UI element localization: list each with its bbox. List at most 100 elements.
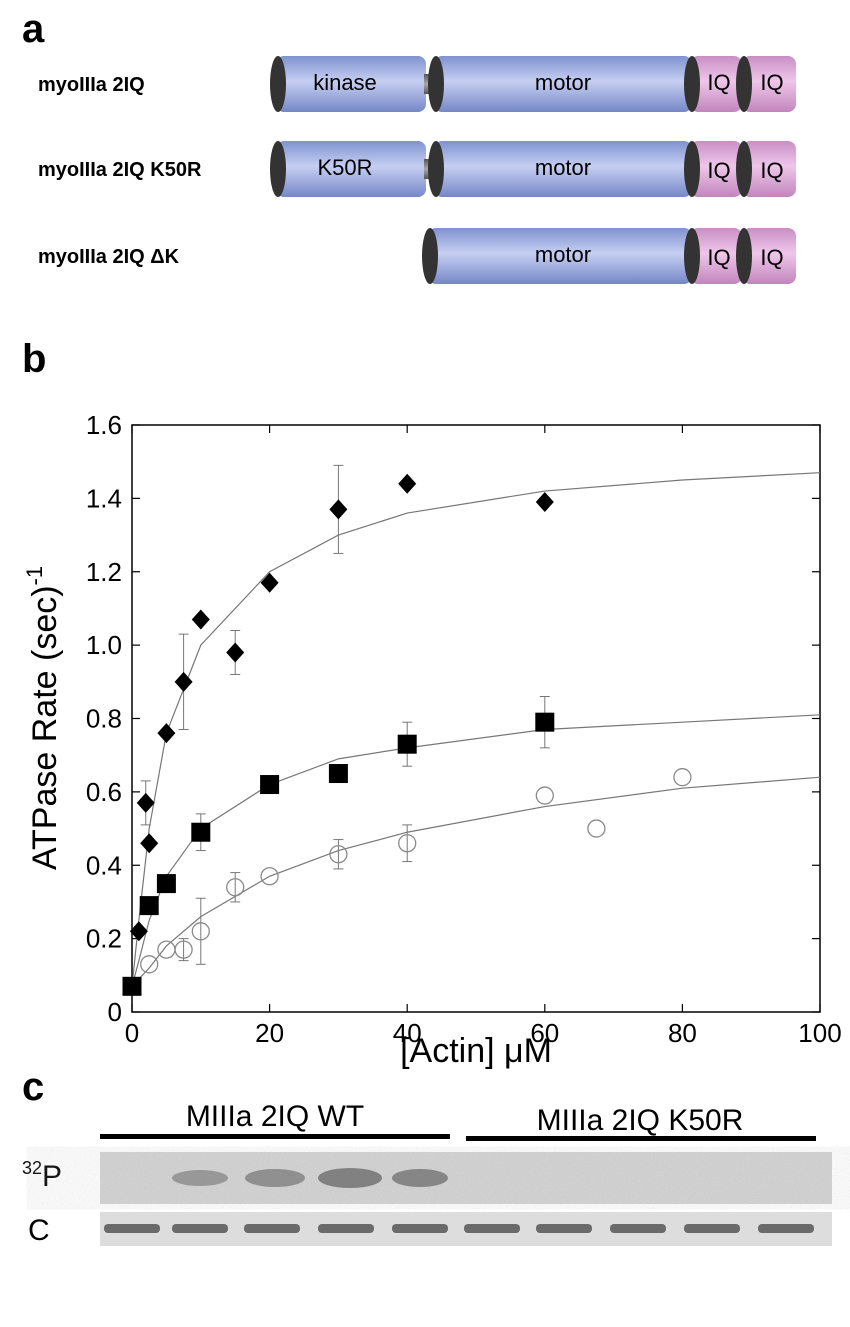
diamond-marker (535, 492, 554, 513)
y-tick-label: 1.6 (86, 410, 122, 440)
domain-end (270, 56, 286, 112)
domain-label: K50R (317, 155, 372, 180)
domain-end (428, 141, 444, 197)
row-label: myoIIIa 2IQ K50R (38, 159, 202, 181)
panel-label: a (22, 7, 45, 51)
square-marker (156, 874, 176, 894)
domain-label: motor (535, 155, 591, 180)
diamond-marker (136, 792, 155, 813)
y-axis-label-superscript: -1 (22, 566, 47, 586)
domain-end (422, 228, 438, 284)
domain (428, 228, 692, 284)
domain-label: IQ (760, 70, 783, 95)
panel-label: b (22, 337, 46, 381)
gel-bands (172, 1168, 448, 1188)
diamond-marker (260, 572, 279, 593)
domain-label: kinase (313, 70, 377, 95)
diamond-marker (191, 609, 210, 630)
group-bar (466, 1136, 816, 1141)
domain-end (428, 56, 444, 112)
domain (742, 56, 796, 112)
diamond-marker (174, 671, 193, 692)
error-bar (230, 872, 241, 903)
construct-row: myoIIIa 2IQ K50R K50R motor IQ IQ (38, 141, 796, 197)
y-tick-label: 1.2 (86, 557, 122, 587)
circle-marker (329, 845, 348, 864)
domain (276, 141, 426, 197)
square-marker (260, 775, 280, 795)
domain (742, 141, 796, 197)
group-label: MIIIa 2IQ K50R (537, 1104, 744, 1137)
diamond-marker (157, 723, 176, 744)
row-label-superscript: 32 (22, 1158, 42, 1178)
chart: 0 0.2 0.4 0.6 0.8 1.0 1.2 1.4 1.6 0 20 40 60 80 100 (86, 410, 842, 1048)
domain-label: motor (535, 242, 591, 267)
domain-end (684, 228, 700, 284)
error-bar (195, 897, 206, 965)
row-label: 32P (22, 1158, 62, 1193)
domain-label: IQ (707, 70, 730, 95)
domain-end (736, 56, 752, 112)
domain-label: IQ (707, 245, 730, 270)
square-marker (328, 764, 348, 784)
circle-marker (673, 768, 692, 787)
row-label: myoIIIa 2IQ ΔK (38, 246, 180, 268)
gel-noise (100, 1152, 832, 1204)
error-bar (402, 824, 413, 863)
x-tick-label: 40 (393, 1018, 422, 1048)
error-bar (178, 938, 189, 962)
panel-label: c (22, 1065, 44, 1109)
fit-curve (131, 776, 821, 987)
circle-marker (587, 819, 606, 838)
circle-marker (398, 834, 417, 853)
y-axis-label-text: ATPase Rate (sec) (26, 585, 64, 870)
x-tick-label: 20 (255, 1018, 284, 1048)
circle-marker (157, 940, 176, 959)
circle-marker (140, 955, 159, 974)
domain-label: IQ (707, 158, 730, 183)
diamond-marker (129, 921, 148, 942)
domain-label: motor (535, 70, 591, 95)
y-tick-label: 0.2 (86, 924, 122, 954)
diamond-marker (398, 473, 417, 494)
domain-end (684, 141, 700, 197)
circle-marker (191, 922, 210, 941)
domain-end (270, 141, 286, 197)
domain (690, 141, 742, 197)
y-tick-label: 0 (108, 997, 122, 1027)
domain (690, 56, 742, 112)
y-axis-label: ATPase Rate (sec)-1 (22, 566, 64, 870)
x-tick-label: 100 (798, 1018, 841, 1048)
error-bar (333, 839, 344, 870)
fit-curve (131, 714, 821, 987)
plot-frame (131, 424, 821, 1013)
x-axis-label: [Actin] μM (400, 1032, 552, 1070)
construct-row: myoIIIa 2IQ ΔK motor IQ IQ (38, 228, 796, 284)
x-tick-label: 60 (530, 1018, 559, 1048)
domain-end (736, 141, 752, 197)
square-marker (122, 976, 142, 996)
y-tick-label: 0.4 (86, 850, 122, 880)
domain (690, 228, 742, 284)
circle-marker (260, 867, 279, 886)
domain (276, 56, 426, 112)
y-tick-label: 0.8 (86, 704, 122, 734)
square-marker (191, 822, 211, 842)
y-tick-label: 1.0 (86, 630, 122, 660)
y-tick-label: 1.4 (86, 483, 122, 513)
domain-end (736, 228, 752, 284)
x-tick-label: 80 (668, 1018, 697, 1048)
diamond-marker (226, 642, 245, 663)
domain (742, 228, 796, 284)
row-label: myoIIIa 2IQ (38, 74, 145, 96)
x-tick-label: 0 (125, 1018, 139, 1048)
diamond-marker (140, 833, 159, 854)
domain-label: IQ (760, 158, 783, 183)
square-marker (139, 896, 159, 916)
group-bar (100, 1134, 450, 1139)
circle-marker (174, 940, 193, 959)
construct-row: myoIIIa 2IQ kinase motor IQ IQ (38, 56, 796, 112)
circle-marker (535, 786, 554, 805)
domain-end (684, 56, 700, 112)
